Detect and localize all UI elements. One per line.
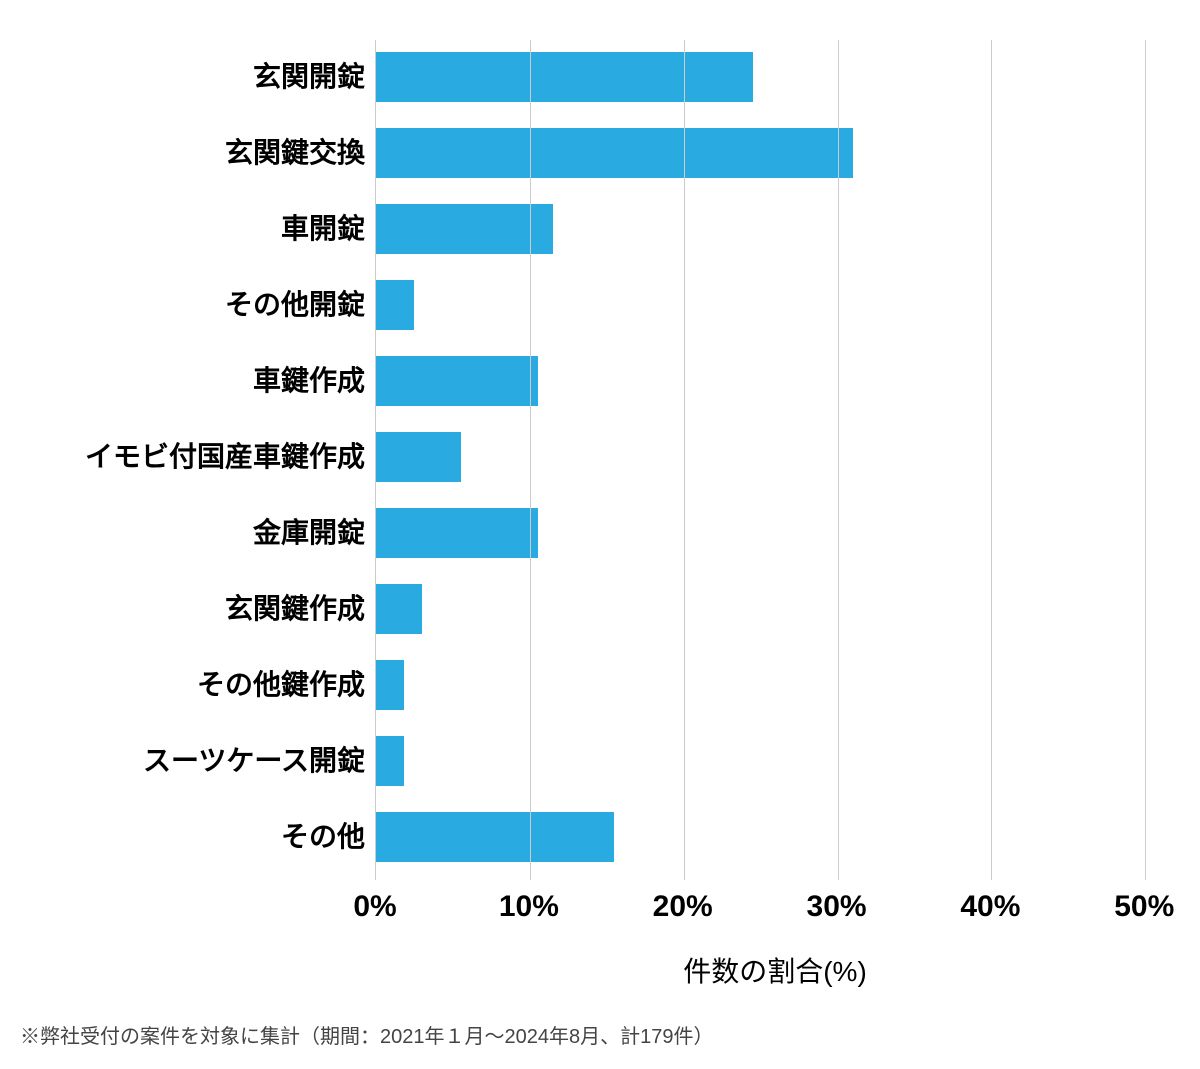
x-tick-label: 20%: [653, 890, 713, 924]
bar: [376, 52, 753, 102]
gridline: [530, 40, 531, 880]
bar-row: [376, 204, 1175, 254]
x-axis-title: 件数の割合(%): [375, 950, 1175, 990]
x-tick-label: 10%: [499, 890, 559, 924]
bar-row: [376, 52, 1175, 102]
y-axis-label: その他鍵作成: [20, 660, 365, 710]
y-axis-label: 玄関鍵作成: [20, 584, 365, 634]
plot-area: [375, 40, 1175, 880]
bar-row: [376, 280, 1175, 330]
bar-row: [376, 812, 1175, 862]
y-axis-label: スーツケース開錠: [20, 736, 365, 786]
y-axis-label: イモビ付国産車鍵作成: [20, 432, 365, 482]
bar: [376, 356, 538, 406]
y-axis-label: 玄関鍵交換: [20, 128, 365, 178]
gridline: [838, 40, 839, 880]
bar: [376, 508, 538, 558]
chart-container: 玄関開錠玄関鍵交換車開錠その他開錠車鍵作成イモビ付国産車鍵作成金庫開錠玄関鍵作成…: [20, 20, 1180, 980]
bar-row: [376, 432, 1175, 482]
y-axis-label: 車開錠: [20, 204, 365, 254]
gridline: [684, 40, 685, 880]
bar: [376, 128, 853, 178]
y-axis-label: その他開錠: [20, 280, 365, 330]
gridline: [991, 40, 992, 880]
x-ticks-layer: 0%10%20%30%40%50%: [375, 890, 1175, 940]
bar: [376, 812, 614, 862]
y-axis-label: 金庫開錠: [20, 508, 365, 558]
bar-row: [376, 660, 1175, 710]
x-tick-label: 30%: [807, 890, 867, 924]
bar: [376, 204, 553, 254]
y-axis-label: 車鍵作成: [20, 356, 365, 406]
y-axis-label: 玄関開錠: [20, 52, 365, 102]
bars-layer: [376, 40, 1175, 880]
bar: [376, 660, 404, 710]
x-tick-label: 50%: [1114, 890, 1174, 924]
bar: [376, 584, 422, 634]
bar-row: [376, 128, 1175, 178]
footnote: ※弊社受付の案件を対象に集計（期間：2021年１月〜2024年8月、計179件）: [20, 1020, 1180, 1049]
bar-row: [376, 356, 1175, 406]
bar: [376, 280, 414, 330]
x-tick-label: 0%: [353, 890, 396, 924]
bar-row: [376, 584, 1175, 634]
bar-row: [376, 508, 1175, 558]
bar-row: [376, 736, 1175, 786]
x-tick-label: 40%: [960, 890, 1020, 924]
bar: [376, 432, 461, 482]
y-axis-label: その他: [20, 812, 365, 862]
gridline: [1145, 40, 1146, 880]
bar: [376, 736, 404, 786]
